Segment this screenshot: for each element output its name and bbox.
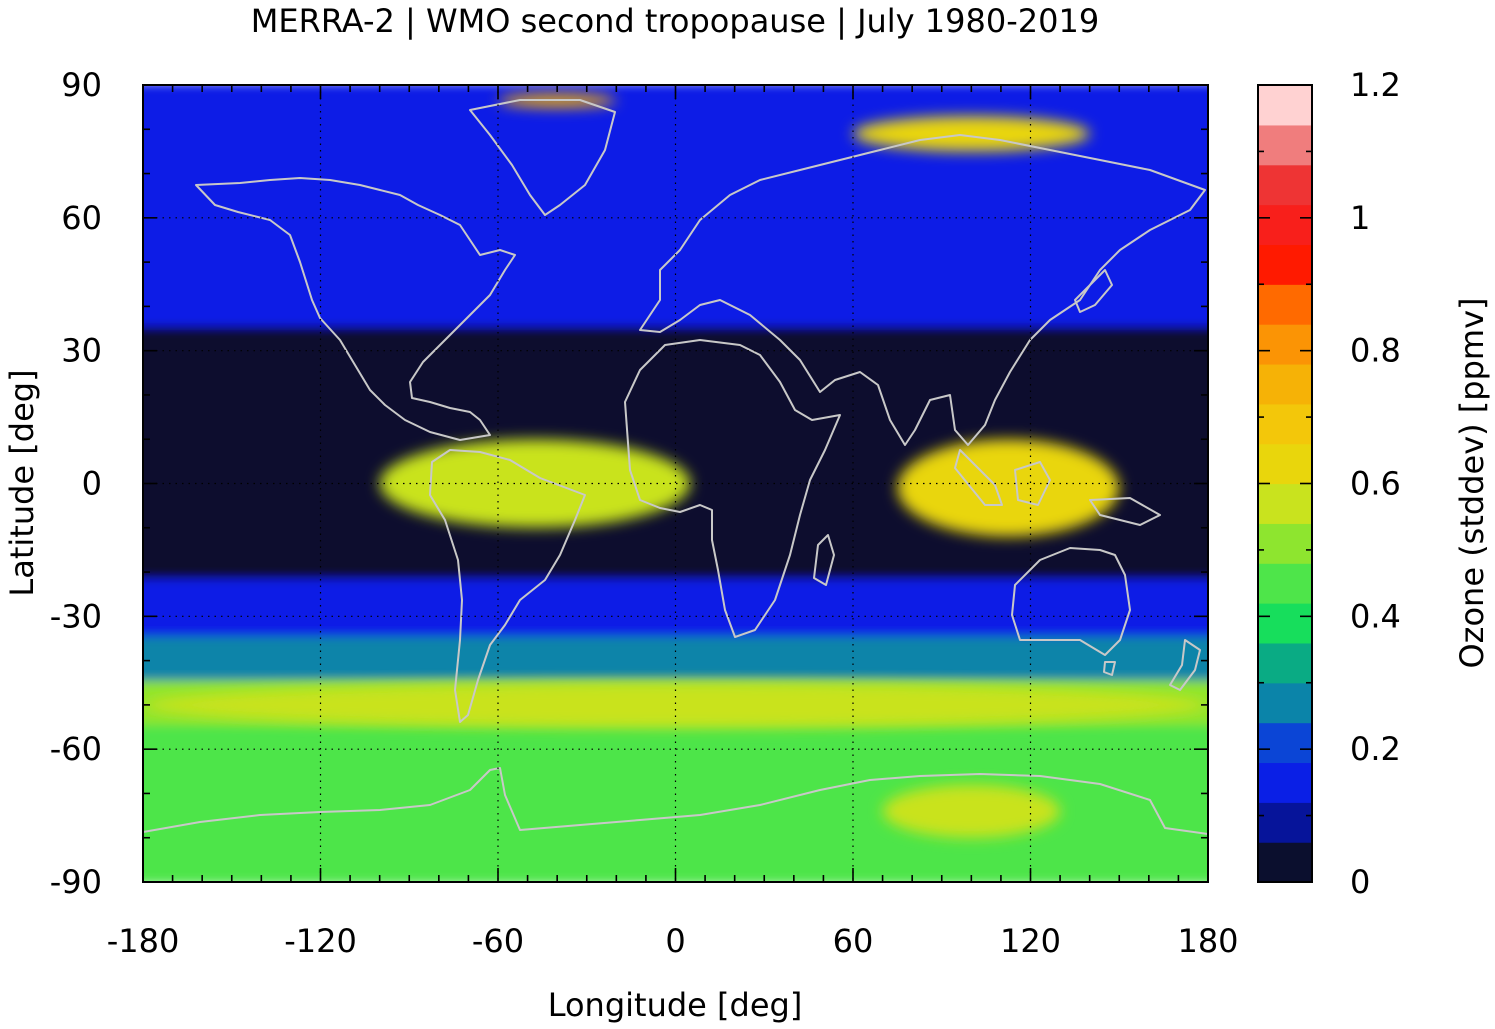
colorbar-level (1258, 124, 1312, 166)
colorbar-level (1258, 483, 1312, 524)
colorbar-tick-label: 1 (1350, 199, 1370, 237)
x-tick-label: -120 (284, 922, 357, 960)
x-tick-label: 120 (1000, 922, 1061, 960)
colorbar-level (1258, 842, 1312, 883)
ozone-feature-5 (853, 115, 1090, 152)
colorbar-level (1258, 722, 1312, 764)
colorbar-level (1258, 603, 1312, 644)
coastline-antarctica (143, 767, 1208, 835)
y-axis: 90 60 30 0 -30 -60 -90 (50, 66, 102, 901)
coastline-eurasia (639, 134, 1206, 446)
latitude-band-5 (143, 578, 1208, 641)
coastline-australia (1011, 547, 1131, 656)
y-tick-label: 90 (61, 66, 102, 104)
colorbar-level (1258, 284, 1312, 325)
colorbar-tick-labels: 0 0.2 0.4 0.6 0.8 1 1.2 (1350, 66, 1401, 901)
y-tick-label: -90 (50, 863, 102, 901)
x-axis: -180 -120 -60 0 60 120 180 (107, 922, 1239, 960)
y-tick-label: 60 (61, 199, 102, 237)
colorbar-level (1258, 443, 1312, 485)
colorbar-level (1258, 682, 1312, 724)
coastline-new-zealand (1169, 639, 1201, 691)
x-tick-label: 60 (833, 922, 874, 960)
coastline-tasmania (1103, 661, 1116, 676)
coastline-japan (1074, 269, 1113, 313)
colorbar-tick-label: 0 (1350, 863, 1370, 901)
colorbar-level (1258, 324, 1312, 365)
colorbar-tick-label: 0.8 (1350, 332, 1401, 370)
coastline-south-america (429, 449, 586, 723)
coastline-borneo (1014, 461, 1051, 506)
y-tick-label: -30 (50, 597, 102, 635)
y-tick-label: 0 (82, 465, 102, 503)
grid (143, 85, 1208, 882)
colorbar: 0 0.2 0.4 0.6 0.8 1 1.2 Ozone (stddev) [ppmv] (1257, 66, 1491, 901)
colorbar-level (1258, 363, 1312, 405)
coastline-madagascar (813, 534, 835, 586)
colorbar-label: Ozone (stddev) [ppmv] (1453, 297, 1491, 668)
coastlines (143, 99, 1208, 835)
colorbar-tick-label: 0.6 (1350, 465, 1401, 503)
ozone-feature-3 (882, 784, 1061, 838)
colorbar-level (1258, 403, 1312, 445)
x-tick-label: -180 (107, 922, 180, 960)
coastline-greenland (469, 99, 616, 216)
colorbar-level (1258, 164, 1312, 206)
x-tick-label: -60 (472, 922, 524, 960)
y-tick-label: -60 (50, 730, 102, 768)
colorbar-level (1258, 204, 1312, 245)
colorbar-tick-label: 1.2 (1350, 66, 1401, 104)
ozone-feature-2 (143, 682, 1208, 728)
x-tick-label: 180 (1177, 922, 1238, 960)
coastline-new-guinea (1089, 497, 1161, 526)
ozone-feature-0 (379, 439, 691, 528)
colorbar-level (1258, 523, 1312, 564)
colorbar-level (1258, 563, 1312, 604)
ozone-features (143, 93, 1208, 838)
colorbar-ticks (1258, 84, 1312, 883)
y-tick-label: 30 (61, 332, 102, 370)
coastline-africa (624, 339, 841, 638)
colorbar-level (1258, 85, 1312, 126)
x-tick-label: 0 (665, 922, 685, 960)
y-axis-label: Latitude [deg] (3, 369, 41, 596)
coastline-sumatra (954, 449, 1003, 506)
x-axis-label: Longitude [deg] (548, 986, 803, 1024)
ozone-feature-1 (897, 439, 1120, 537)
axis-ticks (142, 84, 1209, 883)
colorbar-level (1258, 762, 1312, 803)
coastline-north-america (195, 177, 516, 441)
plot-area (142, 84, 1209, 883)
colorbar-level (1258, 244, 1312, 285)
colorbar-tick-label: 0.4 (1350, 597, 1401, 635)
colorbar-level (1258, 802, 1312, 843)
colorbar-levels (1258, 85, 1312, 883)
chart-title: MERRA-2 | WMO second tropopause | July 1… (251, 2, 1099, 40)
colorbar-tick-label: 0.2 (1350, 730, 1401, 768)
colorbar-level (1258, 642, 1312, 684)
